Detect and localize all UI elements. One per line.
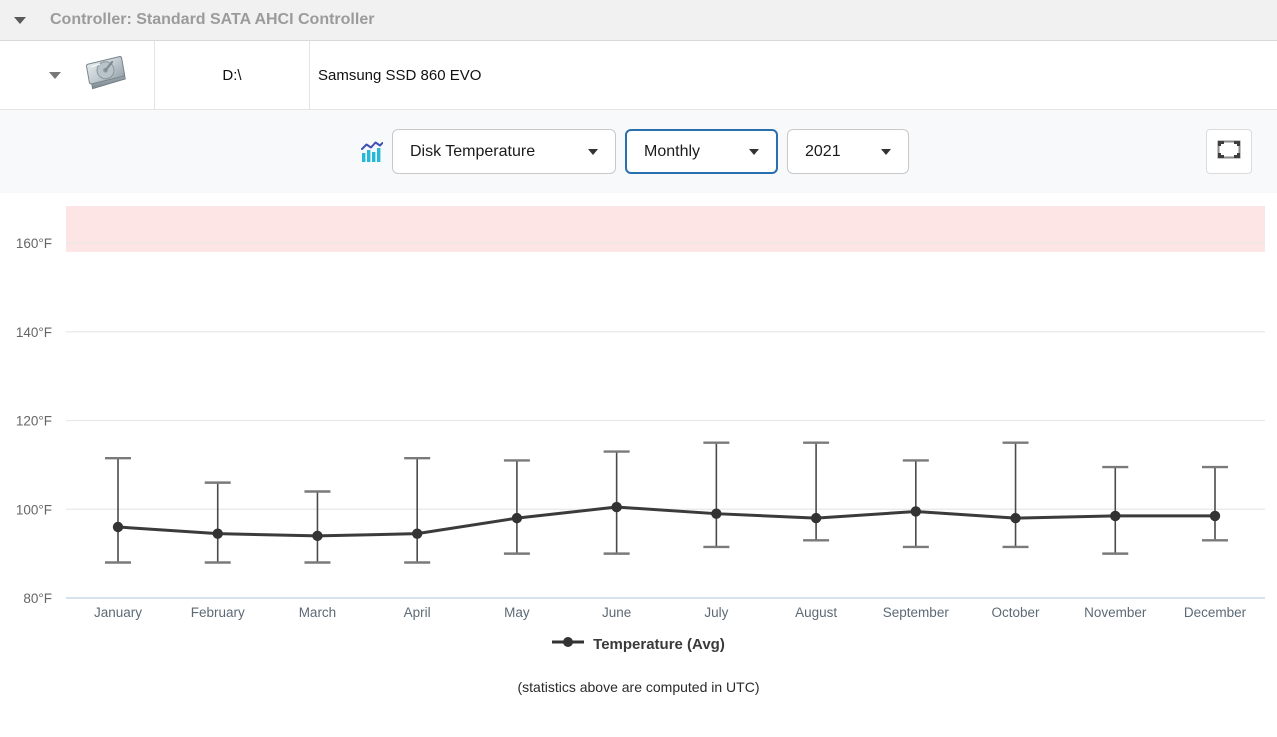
statistics-chart-icon	[361, 141, 383, 163]
x-axis-label: March	[299, 605, 337, 620]
avg-temperature-point	[511, 512, 523, 524]
collapse-controller-icon[interactable]	[14, 16, 26, 24]
x-axis-label: October	[992, 605, 1041, 620]
avg-temperature-point	[212, 528, 223, 539]
fullscreen-button[interactable]	[1206, 129, 1252, 174]
danger-zone-band	[66, 206, 1265, 252]
x-axis-label: September	[883, 605, 950, 620]
year-dropdown[interactable]: 2021	[787, 129, 909, 174]
chevron-down-icon	[588, 148, 598, 155]
year-dropdown-value: 2021	[805, 142, 841, 160]
x-axis-label: February	[191, 605, 245, 620]
avg-temperature-line	[116, 505, 1217, 538]
x-axis-label: June	[602, 605, 631, 620]
x-axis-label: July	[704, 605, 728, 620]
y-axis-tick: 80°F	[23, 591, 52, 606]
temperature-chart-section: 80°F 100°F 120°F 140°F 160°F January February M…	[0, 193, 1277, 695]
avg-temperature-point	[611, 501, 622, 513]
chart-toolbar: Disk Temperature Monthly 2021	[0, 110, 1277, 193]
x-axis-label: April	[404, 605, 431, 620]
period-dropdown[interactable]: Monthly	[625, 129, 778, 174]
chevron-down-icon	[881, 148, 891, 155]
expand-disk-icon[interactable]	[49, 71, 61, 79]
x-axis-label: January	[94, 605, 142, 620]
avg-temperature-point	[1010, 512, 1021, 524]
metric-dropdown-value: Disk Temperature	[410, 142, 536, 160]
y-axis-tick: 100°F	[16, 502, 52, 517]
avg-temperature-point	[312, 530, 323, 542]
avg-temperature-point	[910, 506, 922, 517]
legend-avg-marker-icon	[552, 635, 585, 653]
drive-letter: D:\	[155, 41, 310, 109]
chevron-down-icon	[749, 148, 759, 155]
period-dropdown-value: Monthly	[644, 142, 701, 160]
disk-model: Samsung SSD 860 EVO	[318, 66, 482, 84]
y-axis-tick: 120°F	[16, 414, 52, 429]
avg-temperature-point	[411, 528, 423, 539]
y-axis-tick: 160°F	[16, 236, 52, 251]
utc-footnote: (statistics above are computed in UTC)	[517, 679, 760, 695]
temperature-chart: 80°F 100°F 120°F 140°F 160°F January February M…	[16, 206, 1265, 620]
avg-temperature-point	[1110, 510, 1121, 522]
fullscreen-icon	[1217, 140, 1241, 164]
avg-temperature-point	[1209, 510, 1221, 522]
avg-temperature-point	[810, 512, 822, 524]
x-axis-label: August	[795, 605, 837, 620]
x-axis-label: May	[504, 605, 530, 620]
y-axis-tick: 140°F	[16, 325, 52, 340]
x-axis-label: December	[1184, 605, 1247, 620]
disk-row[interactable]: D:\ Samsung SSD 860 EVO	[0, 41, 1277, 110]
metric-dropdown[interactable]: Disk Temperature	[392, 129, 616, 174]
disk-expand-cell	[0, 41, 155, 109]
avg-temperature-point	[711, 508, 722, 519]
x-axis-label: November	[1084, 605, 1147, 620]
hard-drive-icon	[81, 52, 133, 99]
avg-temperature-point	[112, 521, 124, 533]
controller-header: Controller: Standard SATA AHCI Controlle…	[0, 0, 1277, 41]
controller-title: Controller: Standard SATA AHCI Controlle…	[50, 11, 375, 28]
legend-avg-label: Temperature (Avg)	[593, 635, 725, 653]
chart-legend[interactable]: Temperature (Avg)	[0, 635, 1277, 653]
